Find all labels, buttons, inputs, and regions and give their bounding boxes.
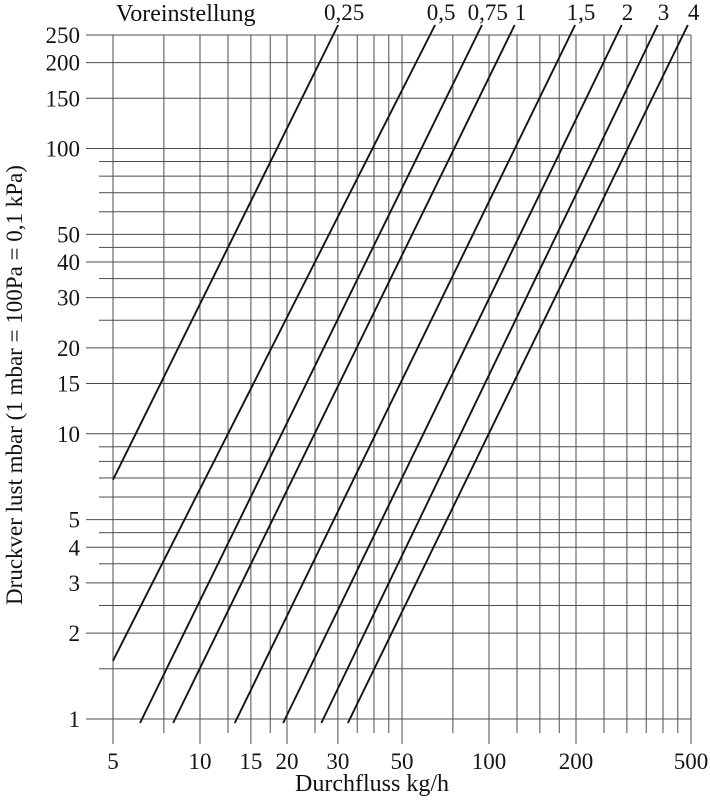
y-tick-label: 10 (57, 422, 80, 447)
y-tick-label: 100 (46, 137, 81, 162)
curve-4 (347, 24, 689, 724)
curve-label-1-5: 1,5 (567, 0, 596, 25)
y-tick-label: 50 (57, 222, 80, 247)
x-axis-title: Durchfluss kg/h (295, 771, 449, 797)
y-tick-label: 30 (57, 286, 80, 311)
y-tick-label: 5 (69, 508, 81, 533)
curve-3 (320, 24, 659, 724)
x-tick-label: 100 (472, 749, 507, 774)
curve-label-4: 4 (688, 0, 700, 25)
x-tick-label: 200 (559, 749, 594, 774)
curve-label-0-75: 0,75 (468, 0, 508, 25)
y-axis-title: Druckver lust mbar (1 mbar = 100Pa = 0,1… (2, 165, 27, 605)
y-tick-label: 200 (46, 51, 81, 76)
y-tick-label: 3 (69, 571, 81, 596)
y-tick-label: 4 (69, 535, 81, 560)
preset-curves (112, 24, 689, 724)
gridlines (86, 34, 692, 744)
y-tick-label: 20 (57, 336, 80, 361)
y-tick-label: 250 (46, 23, 81, 48)
axis-tick-labels: 5 10 15 20 30 50 100 200 50012345101520304050100… (46, 23, 709, 774)
curve-0-75 (139, 24, 483, 724)
y-tick-label: 15 (57, 372, 80, 397)
curve-label-0-5: 0,5 (427, 0, 456, 25)
curve-label-3: 3 (658, 0, 670, 25)
curve-0-5 (112, 24, 436, 662)
y-tick-label: 150 (46, 86, 81, 111)
y-tick-label: 1 (69, 707, 81, 732)
x-tick-label: 5 (107, 749, 119, 774)
curve-2 (282, 24, 623, 724)
curve-label-2: 2 (622, 0, 634, 25)
x-tick-label: 20 (275, 749, 298, 774)
curve-label-0-25: 0,25 (324, 0, 364, 25)
curve-1-5 (233, 24, 576, 724)
x-tick-label: 50 (391, 749, 414, 774)
preset-title: Voreinstellung (116, 1, 256, 27)
x-tick-label: 15 (239, 749, 262, 774)
curve-1 (172, 24, 516, 724)
curve-0-25 (112, 24, 339, 481)
y-tick-label: 40 (57, 250, 80, 275)
curve-label-1: 1 (515, 0, 527, 25)
x-tick-label: 30 (326, 749, 349, 774)
x-tick-label: 500 (674, 749, 709, 774)
x-tick-label: 10 (188, 749, 211, 774)
preset-curve-labels: 0,25 0,5 0,75 1 1,5 2 3 4 (324, 0, 700, 25)
y-tick-label: 2 (69, 621, 81, 646)
